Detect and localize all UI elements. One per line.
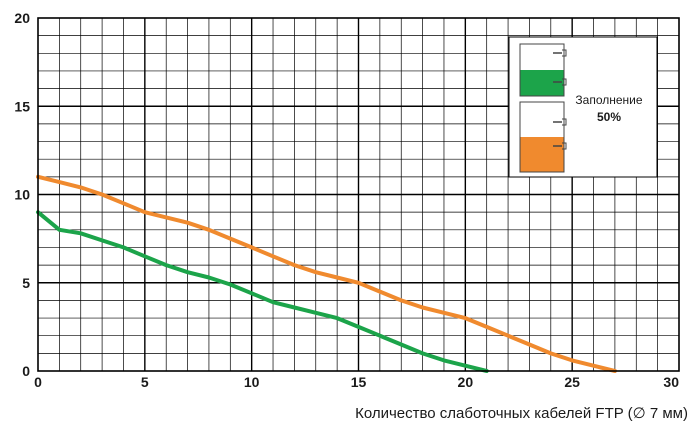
x-tick-label: 0 <box>34 374 42 390</box>
x-tick-label: 10 <box>244 374 260 390</box>
series-line-green <box>36 210 489 373</box>
tick-labels: 0 5 10 15 20 25 30 0 5 10 15 20 <box>14 10 679 390</box>
y-tick-label: 5 <box>22 275 30 291</box>
x-tick-label: 25 <box>564 374 580 390</box>
series-lines <box>36 174 617 373</box>
duct-orange-icon <box>519 101 567 173</box>
legend-box: Заполнение 50% <box>508 36 658 178</box>
y-tick-label: 0 <box>22 363 30 379</box>
x-tick-label: 15 <box>351 374 367 390</box>
x-tick-label: 30 <box>663 374 679 390</box>
x-tick-label: 5 <box>141 374 149 390</box>
series-line-orange <box>36 174 617 373</box>
plot-frame <box>37 17 680 372</box>
y-tick-label: 15 <box>14 98 30 114</box>
legend-text: Заполнение <box>575 93 642 107</box>
x-axis-label: Количество слаботочных кабелей FTP (∅ 7 … <box>355 405 688 422</box>
legend-value: 50% <box>597 110 621 124</box>
x-tick-label: 20 <box>458 374 474 390</box>
duct-green-icon <box>519 43 567 97</box>
y-tick-label: 10 <box>14 187 30 203</box>
y-tick-label: 20 <box>14 10 30 26</box>
